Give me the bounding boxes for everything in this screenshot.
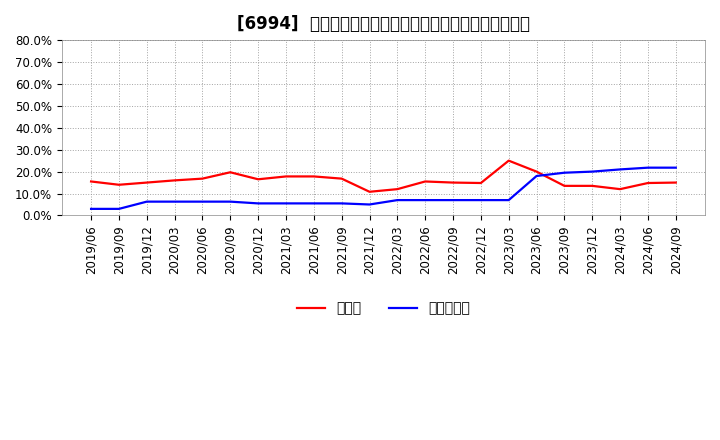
現須金 [421, 179, 430, 184]
現須金 [310, 174, 318, 179]
有利子負債 [254, 201, 263, 206]
有利子負債 [393, 198, 402, 203]
現須金 [644, 180, 652, 186]
現須金 [393, 187, 402, 192]
現須金 [282, 174, 290, 179]
現須金 [505, 158, 513, 163]
有利子負債 [505, 198, 513, 203]
有利子負債 [114, 206, 123, 212]
現須金 [477, 180, 485, 186]
Line: 現須金: 現須金 [91, 161, 676, 192]
現須金 [143, 180, 151, 185]
有利子負債 [87, 206, 96, 212]
現須金 [365, 189, 374, 194]
現須金 [672, 180, 680, 185]
現須金 [87, 179, 96, 184]
有利子負債 [560, 170, 569, 176]
現須金 [114, 182, 123, 187]
有利子負債 [449, 198, 457, 203]
有利子負債 [171, 199, 179, 204]
現須金 [449, 180, 457, 185]
有利子負債 [477, 198, 485, 203]
現須金 [616, 187, 624, 192]
有利子負債 [143, 199, 151, 204]
有利子負債 [365, 202, 374, 207]
有利子負債 [588, 169, 597, 174]
有利子負債 [226, 199, 235, 204]
有利子負債 [532, 173, 541, 179]
有利子負債 [310, 201, 318, 206]
現須金 [338, 176, 346, 181]
Line: 有利子負債: 有利子負債 [91, 168, 676, 209]
有利子負債 [198, 199, 207, 204]
有利子負債 [338, 201, 346, 206]
現須金 [254, 176, 263, 182]
現須金 [198, 176, 207, 181]
Legend: 現須金, 有利子負債: 現須金, 有利子負債 [292, 296, 475, 321]
有利子負債 [282, 201, 290, 206]
Title: [6994]  現須金、有利子負債の総資産に対する比率の推移: [6994] 現須金、有利子負債の総資産に対する比率の推移 [237, 15, 530, 33]
現須金 [560, 183, 569, 188]
有利子負債 [644, 165, 652, 170]
現須金 [532, 169, 541, 174]
有利子負債 [616, 167, 624, 172]
現須金 [226, 170, 235, 175]
有利子負債 [421, 198, 430, 203]
現須金 [588, 183, 597, 188]
現須金 [171, 178, 179, 183]
有利子負債 [672, 165, 680, 170]
